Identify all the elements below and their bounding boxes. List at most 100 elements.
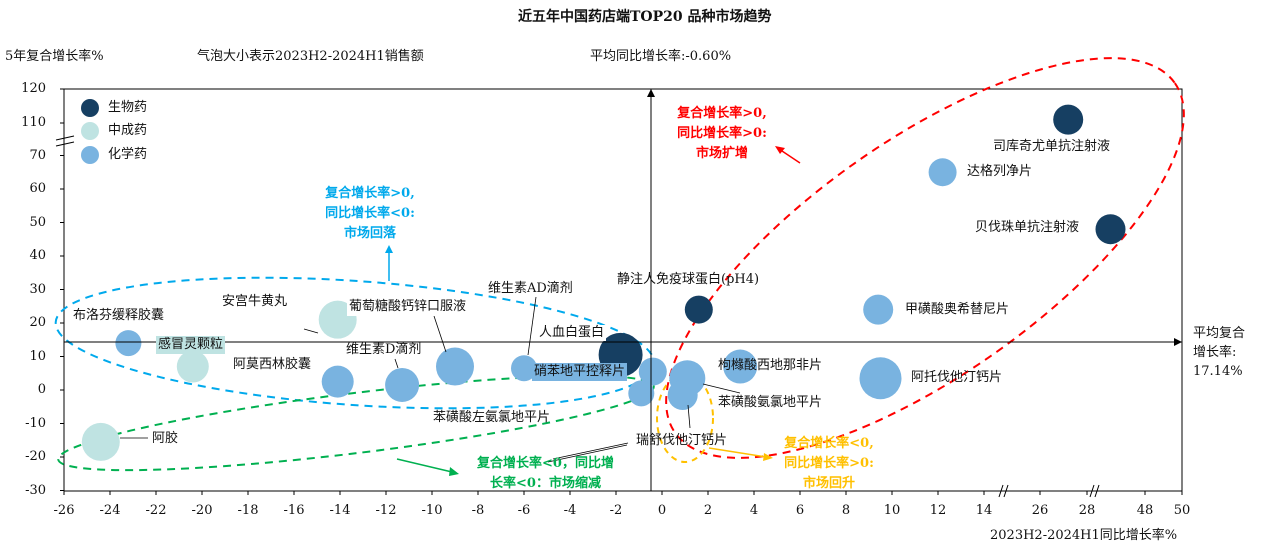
bubble-chem bbox=[321, 365, 354, 398]
x-tick-label: -12 bbox=[375, 503, 397, 518]
x-tick-label: 2 bbox=[703, 503, 713, 518]
annotation-line: 市场回升 bbox=[802, 476, 855, 491]
legend-label-chem: 化学药 bbox=[108, 147, 148, 162]
data-label: 阿托伐他汀钙片 bbox=[911, 370, 1003, 385]
x-tick-label: -16 bbox=[283, 503, 305, 518]
x-tick-label: -18 bbox=[237, 503, 259, 518]
y-tick-label: 40 bbox=[29, 248, 46, 263]
data-label: 人血白蛋白 bbox=[537, 325, 607, 341]
data-label: 瑞舒伐他汀钙片 bbox=[636, 433, 728, 448]
bubble-tcm bbox=[176, 350, 209, 383]
bubble-chem bbox=[436, 347, 474, 386]
y-tick-label: 110 bbox=[21, 115, 46, 130]
x-tick-label: 48 bbox=[1136, 503, 1154, 518]
x-axis-label: 2023H2-2024H1同比增长率% bbox=[990, 528, 1178, 543]
bubble-chem bbox=[863, 294, 894, 325]
bubble-chem bbox=[638, 357, 667, 386]
y-tick-label: 20 bbox=[29, 315, 46, 330]
x-tick-label: -26 bbox=[53, 503, 75, 518]
data-label: 甲磺酸奥希替尼片 bbox=[905, 302, 1010, 317]
bubble-bio bbox=[1053, 104, 1084, 135]
annotation-line: 同比增长率>0: bbox=[784, 456, 874, 471]
data-label: 布洛芬缓释胶囊 bbox=[73, 308, 165, 323]
chart-title: 近五年中国药店端TOP20 品种市场趋势 bbox=[518, 9, 772, 25]
data-label: 阿胶 bbox=[152, 431, 179, 446]
expand-arrowhead bbox=[775, 146, 785, 154]
avg-yoy-note: 平均同比增长率:-0.60% bbox=[590, 49, 732, 64]
x-tick-label: 50 bbox=[1173, 503, 1191, 518]
y-tick-label: -20 bbox=[25, 449, 46, 464]
bubble-chem bbox=[385, 367, 420, 402]
annotation-expand: 复合增长率>0, 同比增长率>0: 市场扩增 bbox=[672, 104, 772, 164]
legend-dot-bio bbox=[81, 99, 99, 117]
y-tick-label: 10 bbox=[29, 348, 46, 364]
data-label: 司库奇尤单抗注射液 bbox=[993, 139, 1111, 154]
legend-dot-chem bbox=[81, 146, 99, 164]
x-tick-label: -10 bbox=[421, 503, 443, 518]
fall-arrowhead bbox=[385, 245, 393, 253]
x-tick-label: -20 bbox=[191, 503, 213, 518]
bubbles bbox=[81, 104, 1126, 461]
avg-cagr-label-line: 17.14% bbox=[1193, 364, 1243, 379]
annotation-line: 复合增长率<0，同比增 bbox=[477, 456, 614, 471]
avg-cagr-arrowhead bbox=[1174, 338, 1182, 346]
y-tick-label: -30 bbox=[25, 482, 46, 498]
x-tick-label: -22 bbox=[145, 503, 167, 518]
bubble-bio bbox=[1095, 214, 1126, 245]
y-tick-label: 60 bbox=[29, 181, 46, 196]
bubble-chem bbox=[859, 357, 902, 400]
x-tick-label: 14 bbox=[975, 503, 993, 518]
avg-yoy-arrowhead bbox=[647, 89, 655, 97]
annotation-line: 复合增长率>0, bbox=[677, 106, 767, 121]
data-label: 安宫牛黄丸 bbox=[222, 294, 288, 309]
x-tick-label: 0 bbox=[657, 503, 667, 518]
annotation-fall: 复合增长率>0, 同比增长率<0: 市场回落 bbox=[320, 184, 420, 244]
bubble-chem bbox=[628, 380, 655, 407]
data-label: 苯磺酸左氨氯地平片 bbox=[433, 410, 551, 425]
annotation-line: 市场回落 bbox=[343, 226, 396, 241]
x-tick-label: -14 bbox=[329, 503, 351, 518]
shrink-arrow bbox=[396, 458, 453, 473]
expand-arrow bbox=[778, 148, 801, 164]
annotation-line: 同比增长率>0: bbox=[677, 126, 767, 141]
bubble-size-note: 气泡大小表示2023H2-2024H1销售额 bbox=[197, 49, 424, 64]
x-tick-label: -8 bbox=[471, 503, 485, 518]
bubble-bio bbox=[684, 295, 713, 324]
data-label: 贝伐珠单抗注射液 bbox=[975, 220, 1080, 235]
bubble-tcm bbox=[81, 422, 120, 461]
data-label: 葡萄糖酸钙锌口服液 bbox=[347, 298, 469, 316]
bubble-chem bbox=[723, 349, 758, 384]
data-label: 达格列净片 bbox=[967, 164, 1033, 179]
bubble-chem bbox=[667, 380, 698, 411]
avg-cagr-label: 平均复合 增长率: 17.14% bbox=[1193, 324, 1245, 381]
legend-label-tcm: 中成药 bbox=[108, 123, 148, 138]
data-label: 苯磺酸氨氯地平片 bbox=[718, 395, 823, 410]
shrink-ellipse bbox=[57, 374, 655, 472]
avg-cagr-label-line: 增长率: bbox=[1193, 345, 1237, 360]
expand-ellipse bbox=[665, 57, 1185, 459]
tick-marks bbox=[60, 88, 1183, 495]
x-tick-label: 8 bbox=[841, 503, 851, 518]
x-tick-label: -4 bbox=[563, 503, 577, 518]
x-tick-label: -2 bbox=[609, 503, 623, 518]
legend-dot-tcm bbox=[81, 122, 99, 140]
annotation-line: 市场扩增 bbox=[695, 146, 748, 161]
annotation-line: 复合增长率<0, bbox=[784, 436, 874, 451]
annotation-line: 复合增长率>0, bbox=[325, 186, 415, 201]
x-tick-label: 10 bbox=[883, 503, 901, 518]
leader-lines bbox=[120, 296, 741, 463]
bubble-chem bbox=[115, 330, 142, 357]
data-label: 枸橼酸西地那非片 bbox=[718, 358, 823, 373]
y-tick-label: 120 bbox=[21, 81, 46, 96]
y-tick-label: 30 bbox=[29, 281, 46, 297]
x-tick-label: 26 bbox=[1031, 503, 1049, 518]
annotation-line: 长率<0：市场缩减 bbox=[490, 476, 601, 491]
data-label: 硝苯地平控释片 bbox=[532, 363, 628, 381]
x-tick-label: 4 bbox=[749, 503, 759, 518]
recover-arrowhead bbox=[763, 453, 773, 461]
shrink-arrowhead bbox=[449, 467, 459, 476]
legend-label-bio: 生物药 bbox=[108, 100, 148, 115]
y-tick-label: 70 bbox=[29, 147, 46, 163]
